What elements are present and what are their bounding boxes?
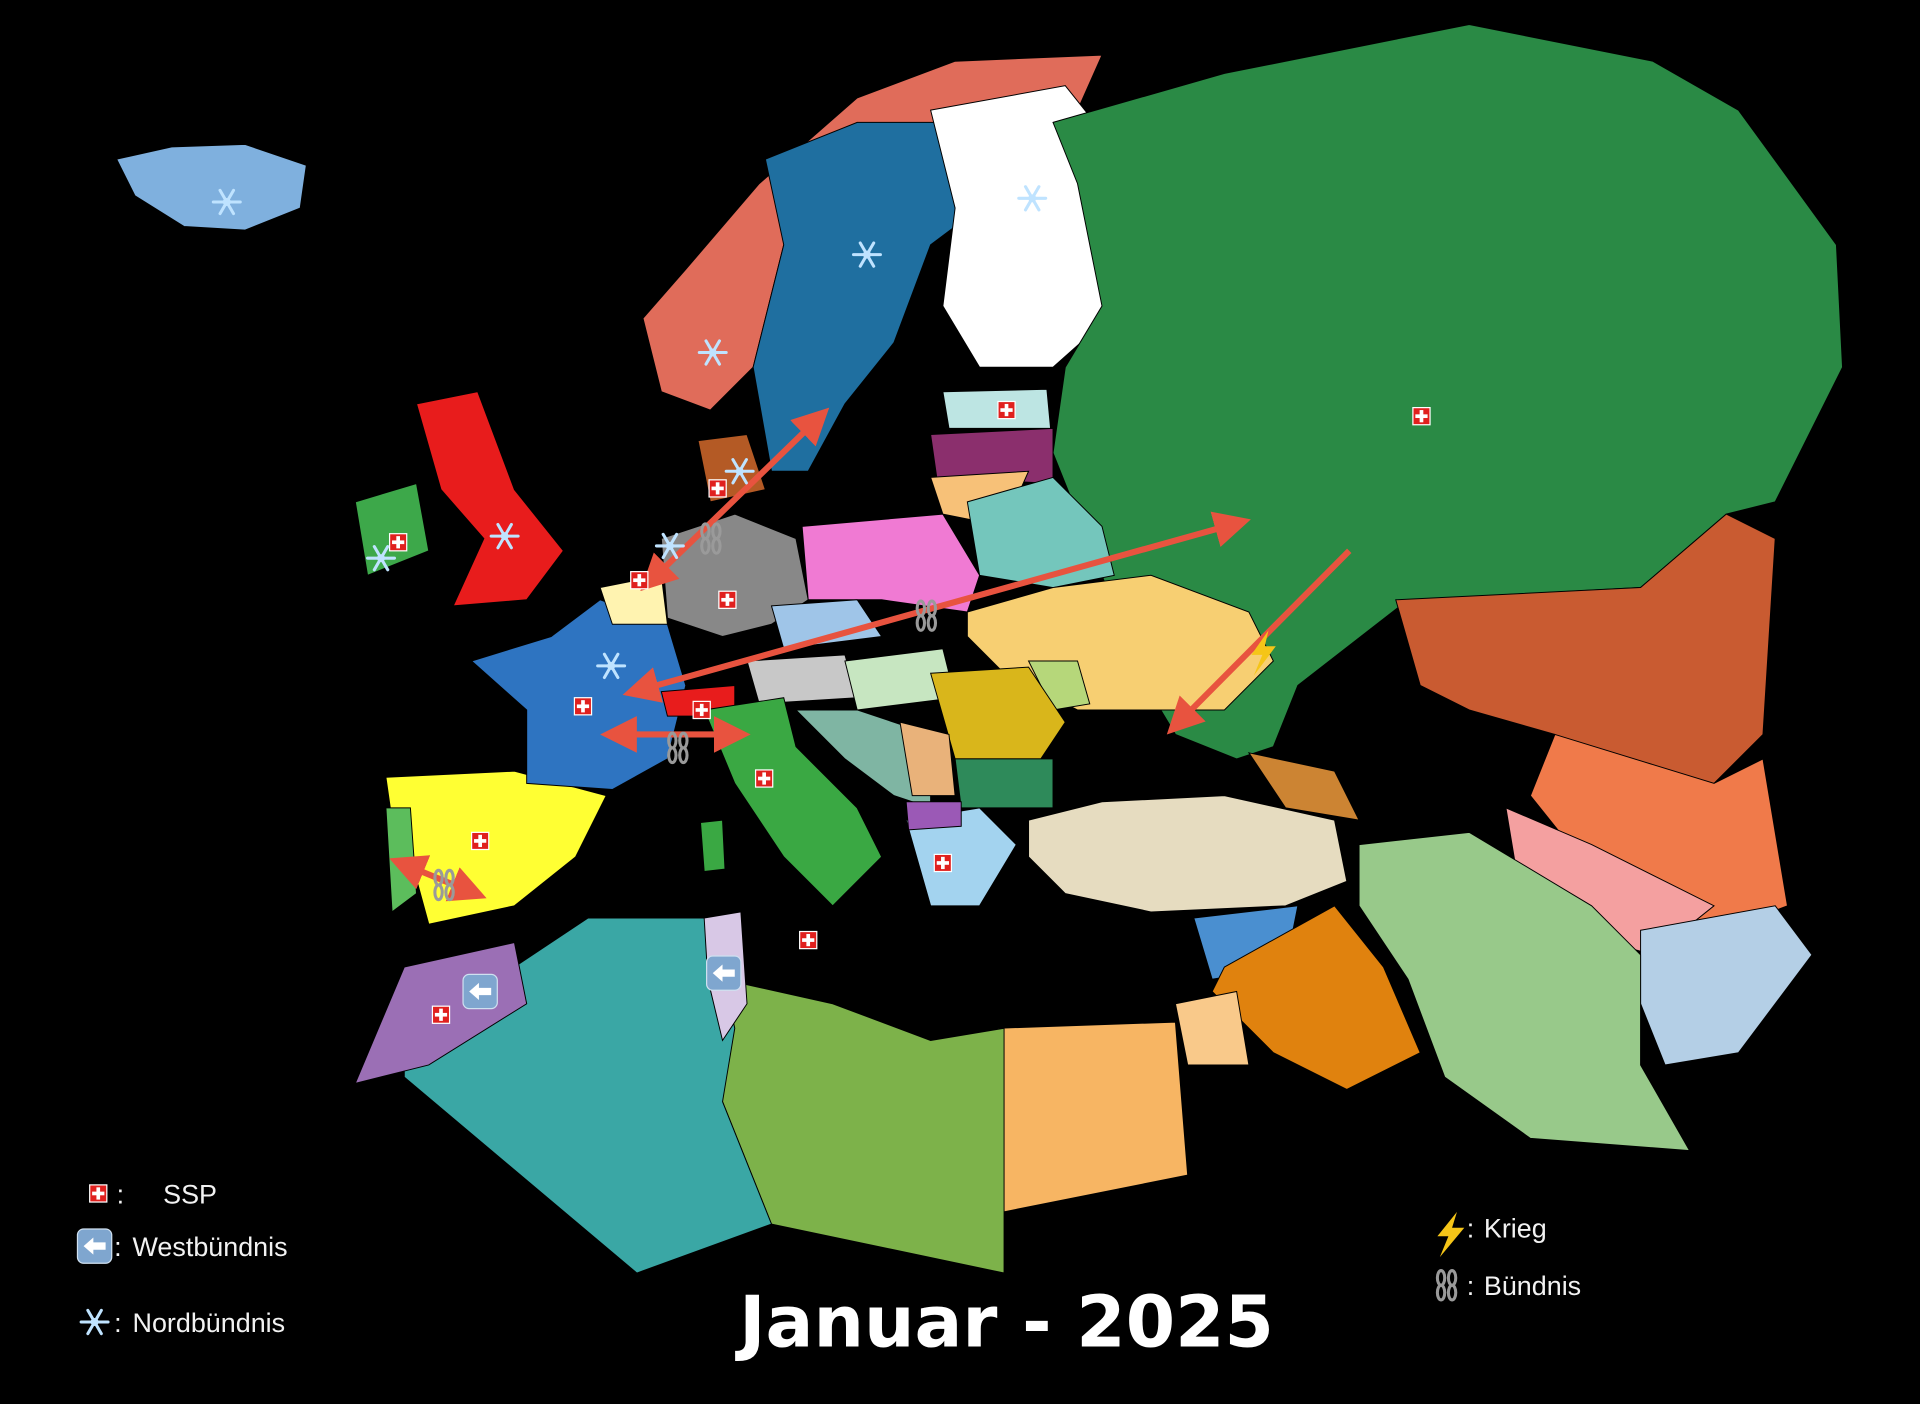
legend-label-buendnis: Bündnis	[1484, 1271, 1581, 1301]
countries	[115, 23, 1844, 1274]
swiss-flag-icon	[89, 1184, 108, 1203]
region-caucasus	[1247, 752, 1360, 821]
swiss-flag-icon	[708, 479, 727, 498]
left-arrow-icon	[706, 955, 742, 991]
legend-separator: :	[114, 1308, 121, 1338]
arrow-portugal-spain	[389, 855, 487, 902]
lightning-icon	[1251, 630, 1276, 676]
region-ireland	[354, 482, 430, 576]
chain-icon	[1435, 1269, 1458, 1302]
swiss-flag-icon	[573, 697, 593, 716]
region-north-macedonia	[905, 801, 962, 831]
region-poland	[801, 513, 981, 613]
swiss-flag-icon	[388, 533, 408, 552]
legend-right: : Krieg : Bündnis	[1435, 1211, 1581, 1302]
region-greece	[905, 807, 1017, 907]
left-arrow-icon	[76, 1228, 113, 1264]
legend-separator: :	[117, 1179, 124, 1209]
region-serbia	[899, 721, 956, 797]
swiss-flag-icon	[431, 1005, 451, 1024]
region-austria	[746, 654, 858, 705]
swiss-flag-icon	[630, 571, 649, 590]
region-libya	[722, 978, 1005, 1274]
region-iran	[1358, 831, 1691, 1152]
snowflake-icon	[79, 1308, 110, 1336]
legend-label-nordbuendnis: Nordbündnis	[133, 1308, 286, 1338]
legend-label-westbuendnis: Westbündnis	[133, 1232, 288, 1262]
legend-separator: :	[114, 1232, 121, 1262]
map-title: Januar - 2025	[735, 1280, 1274, 1363]
region-estonia	[942, 388, 1052, 429]
region-sardinia	[699, 819, 726, 873]
legend-label-ssp: SSP	[163, 1179, 217, 1209]
region-iceland	[115, 143, 307, 231]
arrow-russia-crimea	[1166, 548, 1352, 735]
region-spain	[385, 770, 607, 925]
region-portugal	[385, 807, 418, 913]
swiss-flag-icon	[799, 930, 818, 950]
swiss-flag-icon	[470, 831, 490, 851]
left-arrow-icon	[462, 973, 498, 1010]
legend-separator: :	[1467, 1271, 1474, 1301]
legend-left: : SSP : Westbündnis : Nordbündnis	[76, 1179, 288, 1338]
region-jordan	[1174, 990, 1250, 1066]
region-france	[470, 599, 687, 791]
swiss-flag-icon	[1412, 407, 1431, 426]
region-afghanistan	[1640, 905, 1813, 1066]
region-turkey	[1028, 795, 1348, 913]
map-markers	[211, 185, 1431, 1024]
region-bulgaria	[954, 758, 1054, 809]
region-denmark	[697, 434, 767, 503]
legend-label-krieg: Krieg	[1484, 1214, 1547, 1244]
swiss-flag-icon	[997, 400, 1016, 420]
region-egypt	[997, 1021, 1189, 1213]
swiss-flag-icon	[718, 590, 737, 609]
swiss-flag-icon	[754, 769, 774, 788]
legend-separator: :	[1467, 1214, 1474, 1244]
swiss-flag-icon	[933, 853, 953, 873]
region-uk	[415, 391, 565, 607]
lightning-icon	[1437, 1211, 1465, 1258]
swiss-flag-icon	[692, 700, 711, 720]
